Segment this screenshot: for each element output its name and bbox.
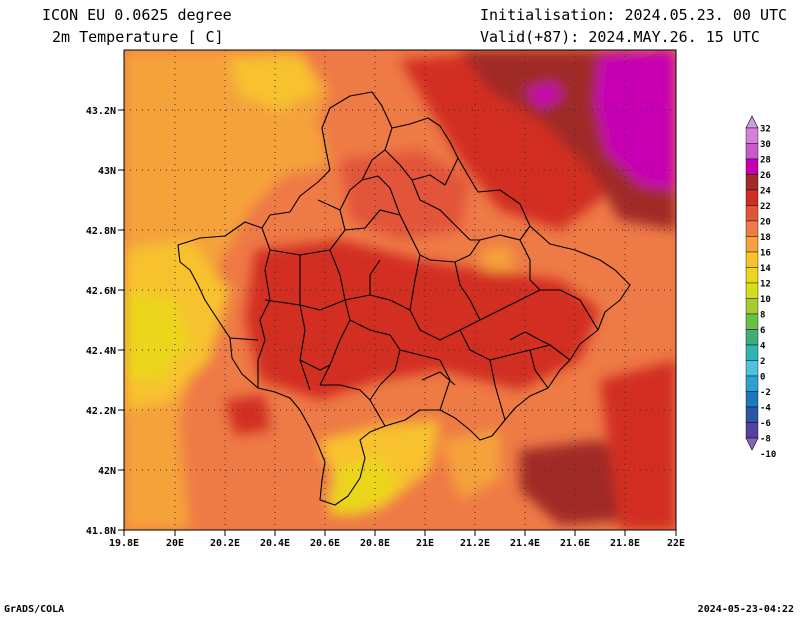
colorbar-swatch	[745, 236, 759, 253]
lon-tick-label: 21.6E	[560, 538, 590, 549]
lon-tick-label: 20.6E	[310, 538, 340, 549]
lat-tick-label: 41.8N	[86, 526, 116, 537]
colorbar-swatch	[745, 143, 759, 160]
colorbar-label: 12	[760, 280, 771, 290]
map-title-model: ICON EU 0.0625 degree	[42, 6, 232, 24]
colorbar-swatch	[745, 189, 759, 206]
colorbar-label: 6	[760, 326, 765, 336]
colorbar-label: 4	[760, 342, 766, 352]
colorbar-top-arrow	[745, 115, 759, 129]
colorbar-swatch	[745, 375, 759, 392]
colorbar-swatch	[745, 313, 759, 330]
colorbar-swatch	[745, 282, 759, 299]
colorbar-swatch	[745, 158, 759, 175]
colorbar-swatch	[745, 251, 759, 268]
lat-tick-label: 42N	[98, 466, 116, 477]
colorbar-label: 16	[760, 249, 771, 259]
map-title-variable: 2m Temperature [ C]	[52, 28, 224, 46]
colorbar-label: 32	[760, 125, 771, 135]
tick-marks	[118, 109, 677, 536]
lon-tick-label: 21.8E	[610, 538, 640, 549]
lat-tick-label: 42.6N	[86, 286, 116, 297]
colorbar-label: 24	[760, 187, 771, 197]
initialisation-time: Initialisation: 2024.05.23. 00 UTC	[480, 6, 788, 24]
footer-credit: GrADS/COLA	[4, 604, 65, 615]
lon-tick-label: 22E	[667, 538, 685, 549]
lat-tick-label: 43.2N	[86, 106, 116, 117]
lon-tick-label: 20E	[166, 538, 184, 549]
colorbar-label: 18	[760, 233, 771, 243]
colorbar-label: 26	[760, 171, 771, 181]
colorbar-label: -4	[760, 404, 771, 414]
lon-tick-label: 20.4E	[260, 538, 290, 549]
colorbar-swatch	[745, 298, 759, 315]
colorbar-label: 8	[760, 311, 765, 321]
colorbar-swatch	[745, 205, 759, 222]
lon-tick-label: 21E	[416, 538, 434, 549]
colorbar-swatch	[745, 174, 759, 191]
colorbar-label: 14	[760, 264, 771, 274]
administrative-borders	[177, 91, 631, 506]
colorbar-bottom-arrow	[745, 437, 759, 451]
colorbar-swatch	[745, 220, 759, 237]
colorbar-swatch	[745, 127, 759, 144]
colorbar-label: 10	[760, 295, 771, 305]
colorbar-swatch	[745, 422, 759, 439]
colorbar-swatch	[745, 267, 759, 284]
footer-timestamp: 2024-05-23-04:22	[697, 604, 794, 615]
colorbar-label: -8	[760, 435, 771, 445]
lon-tick-label: 21.2E	[460, 538, 490, 549]
lat-tick-label: 42.4N	[86, 346, 116, 357]
colorbar-label: 22	[760, 202, 771, 212]
lat-tick-label: 43N	[98, 166, 116, 177]
lon-tick-label: 20.2E	[210, 538, 240, 549]
lat-tick-label: 42.8N	[86, 226, 116, 237]
colorbar-swatch	[745, 360, 759, 377]
lat-tick-label: 42.2N	[86, 406, 116, 417]
lon-tick-label: 20.8E	[360, 538, 390, 549]
colorbar-label: 2	[760, 357, 765, 367]
colorbar-label: -10	[760, 450, 776, 460]
colorbar-swatch	[745, 391, 759, 408]
colorbar-label: 0	[760, 373, 765, 383]
colorbar-swatch	[745, 329, 759, 346]
colorbar-label: 28	[760, 156, 771, 166]
lon-tick-label: 21.4E	[510, 538, 540, 549]
country-border	[177, 91, 631, 506]
valid-time: Valid(+87): 2024.MAY.26. 15 UTC	[480, 28, 760, 46]
lon-tick-label: 19.8E	[109, 538, 139, 549]
colorbar-swatch	[745, 344, 759, 361]
colorbar-label: -6	[760, 419, 771, 429]
colorbar-label: -2	[760, 388, 771, 398]
colorbar-swatch	[745, 406, 759, 423]
colorbar-label: 30	[760, 140, 771, 150]
colorbar-label: 20	[760, 218, 771, 228]
